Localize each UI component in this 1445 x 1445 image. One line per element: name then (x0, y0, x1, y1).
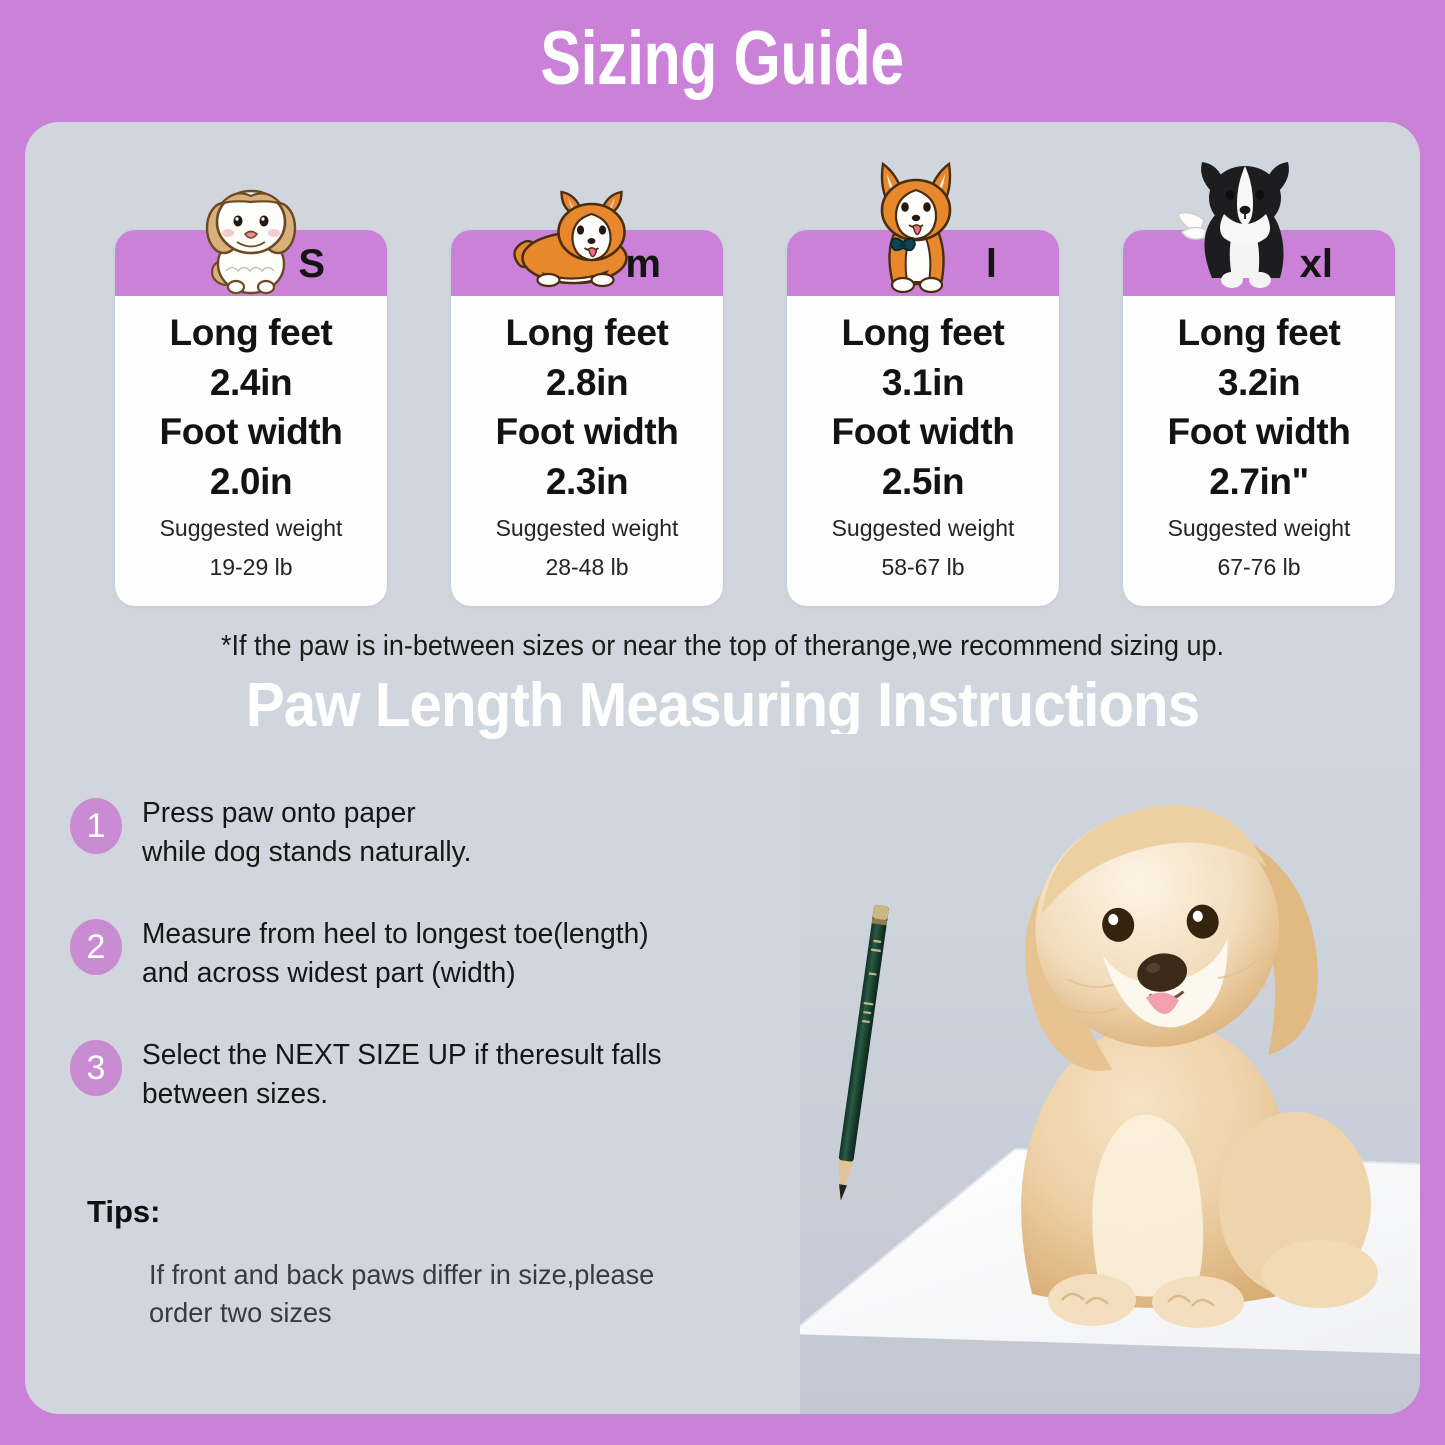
instruction-step: 2 Measure from heel to longest toe(lengt… (70, 915, 790, 992)
size-label: m (625, 242, 661, 286)
size-card-header: S (115, 189, 387, 296)
instruction-step: 3 Select the NEXT SIZE UP if theresult f… (70, 1036, 790, 1113)
page-title: Sizing Guide (540, 16, 905, 101)
length-value: 3.2in (1217, 361, 1301, 403)
step-number-badge: 1 (70, 798, 122, 854)
weight-value: 67-76 lb (1217, 553, 1301, 580)
puppy-on-paper-with-pencil-photo (800, 734, 1420, 1414)
size-card-body: Long feet 2.4in Foot width 2.0in Suggest… (115, 296, 387, 606)
weight-label: Suggested weight (159, 515, 343, 542)
width-value: 2.3in (545, 460, 629, 502)
step-number-badge: 2 (70, 919, 122, 976)
tips-label: Tips: (87, 1194, 161, 1229)
size-card-body: Long feet 3.2in Foot width 2.7in" Sugges… (1123, 296, 1395, 606)
size-card-s[interactable]: S Long feet 2.4in Foot width 2.0in Sugge… (115, 189, 387, 606)
length-label: Long feet (841, 312, 1005, 353)
width-label: Foot width (831, 411, 1015, 453)
size-card-header: m (451, 190, 723, 296)
width-label: Foot width (1167, 411, 1351, 453)
width-label: Foot width (159, 411, 343, 453)
instruction-steps: 1 Press paw onto paper while dog stands n… (70, 794, 790, 1157)
length-value: 2.8in (545, 361, 629, 403)
weight-label: Suggested weight (831, 515, 1015, 542)
instructions-heading: Paw Length Measuring Instructions (245, 671, 1200, 740)
size-card-m[interactable]: m Long feet 2.8in Foot width 2.3in Sugge… (451, 190, 723, 606)
size-label: S (298, 242, 325, 286)
length-label: Long feet (1177, 312, 1341, 353)
width-value: 2.0in (209, 460, 293, 502)
size-card-header: l (787, 161, 1059, 296)
step-text: Press paw onto paper while dog stands nat… (142, 797, 472, 868)
length-value: 3.1in (881, 361, 965, 403)
size-card-l[interactable]: l Long feet 3.1in Foot width 2.5in Sugge… (787, 161, 1059, 606)
length-label: Long feet (505, 312, 669, 353)
size-label: l (985, 242, 997, 286)
width-value: 2.5in (881, 460, 965, 502)
size-card-row: S Long feet 2.4in Foot width 2.0in Sugge… (115, 161, 1395, 606)
instruction-step: 1 Press paw onto paper while dog stands n… (70, 794, 790, 871)
length-label: Long feet (169, 312, 333, 353)
size-label: xl (1299, 242, 1333, 286)
size-card-body: Long feet 3.1in Foot width 2.5in Suggest… (787, 296, 1059, 606)
width-label: Foot width (495, 411, 679, 453)
weight-value: 58-67 lb (881, 553, 965, 580)
header-band: Sizing Guide (0, 0, 1445, 118)
sizing-disclaimer: *If the paw is in-between sizes or near … (221, 630, 1224, 662)
step-text: Measure from heel to longest toe(length)… (142, 918, 649, 989)
size-card-xl[interactable]: xl Long feet 3.2in Foot width 2.7in" Sug… (1123, 162, 1395, 606)
weight-value: 28-48 lb (545, 553, 629, 580)
main-panel: S Long feet 2.4in Foot width 2.0in Sugge… (25, 122, 1420, 1414)
weight-value: 19-29 lb (209, 553, 293, 580)
tips-section: Tips: If front and back paws differ in s… (87, 1194, 787, 1332)
size-card-header: xl (1123, 162, 1395, 296)
size-card-body: Long feet 2.8in Foot width 2.3in Suggest… (451, 296, 723, 606)
step-number-badge: 3 (70, 1040, 122, 1097)
width-value: 2.7in" (1209, 460, 1309, 502)
weight-label: Suggested weight (1167, 515, 1351, 542)
tips-text: If front and back paws differ in size,pl… (149, 1259, 655, 1328)
corgi-sitting-bowtie-icon (845, 156, 985, 296)
step-text: Select the NEXT SIZE UP if theresult fal… (142, 1039, 662, 1110)
length-value: 2.4in (209, 361, 293, 403)
weight-label: Suggested weight (495, 515, 679, 542)
